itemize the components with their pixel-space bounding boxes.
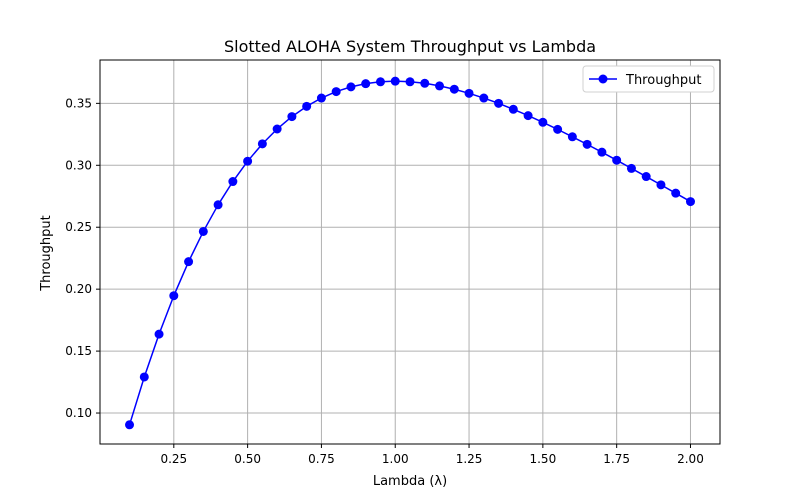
- legend-marker-swatch: [598, 74, 608, 84]
- data-point: [375, 77, 385, 87]
- data-point: [331, 87, 341, 97]
- data-point: [685, 197, 695, 207]
- data-point: [523, 111, 533, 121]
- data-point: [641, 172, 651, 182]
- x-tick-label: 1.75: [603, 452, 630, 466]
- x-tick-label: 0.75: [308, 452, 335, 466]
- data-point: [361, 79, 371, 89]
- data-point: [538, 117, 548, 127]
- series-line-throughput: [128, 80, 691, 426]
- x-tick-label: 0.25: [160, 452, 187, 466]
- data-point: [390, 76, 400, 86]
- y-tick-label: 0.15: [65, 344, 92, 358]
- series-layer: [125, 76, 695, 430]
- data-point: [228, 177, 238, 187]
- data-point: [479, 93, 489, 103]
- data-point: [597, 147, 607, 157]
- data-point: [316, 93, 326, 103]
- data-point: [508, 104, 518, 114]
- data-point: [656, 180, 666, 190]
- x-tick-label: 1.50: [529, 452, 556, 466]
- y-tick-label: 0.10: [65, 406, 92, 420]
- data-point: [346, 82, 356, 92]
- data-point: [671, 188, 681, 198]
- y-axis-label: Throughput: [39, 215, 54, 292]
- data-point: [198, 226, 208, 236]
- data-point: [567, 132, 577, 142]
- legend-label: Throughput: [625, 73, 702, 88]
- data-point: [449, 84, 459, 94]
- x-tick-label: 1.00: [382, 452, 409, 466]
- data-point: [464, 88, 474, 98]
- data-point: [494, 98, 504, 108]
- data-point: [612, 155, 622, 165]
- data-point: [257, 139, 267, 149]
- x-tick-label: 2.00: [677, 452, 704, 466]
- data-point: [582, 139, 592, 149]
- data-point: [302, 101, 312, 111]
- data-point: [154, 329, 164, 339]
- plot-frame: [99, 59, 721, 445]
- data-point: [213, 200, 223, 210]
- data-point: [184, 257, 194, 267]
- y-tick-label: 0.30: [65, 158, 92, 172]
- data-point: [435, 81, 445, 91]
- legend-box: [582, 65, 715, 93]
- x-tick-label: 1.25: [456, 452, 483, 466]
- data-point: [169, 291, 179, 301]
- data-point: [420, 78, 430, 88]
- data-point: [405, 77, 415, 87]
- legend: Throughput: [582, 65, 715, 93]
- y-tick-label: 0.20: [65, 282, 92, 296]
- data-point: [139, 372, 149, 382]
- data-point: [553, 124, 563, 134]
- data-point: [272, 124, 282, 134]
- x-tick-label: 0.50: [234, 452, 261, 466]
- x-axis-label: Lambda (λ): [373, 474, 447, 489]
- data-point: [243, 156, 253, 166]
- data-point: [125, 420, 135, 430]
- y-tick-label: 0.25: [65, 220, 92, 234]
- data-point: [626, 163, 636, 173]
- y-tick-label: 0.35: [65, 96, 92, 110]
- axes: 0.25 0.50 0.75 1.00 1.25 1.50 1.75 2.00 0.10 0.15…: [65, 59, 721, 466]
- data-point: [287, 112, 297, 122]
- chart-title: Slotted ALOHA System Throughput vs Lambd…: [224, 37, 596, 56]
